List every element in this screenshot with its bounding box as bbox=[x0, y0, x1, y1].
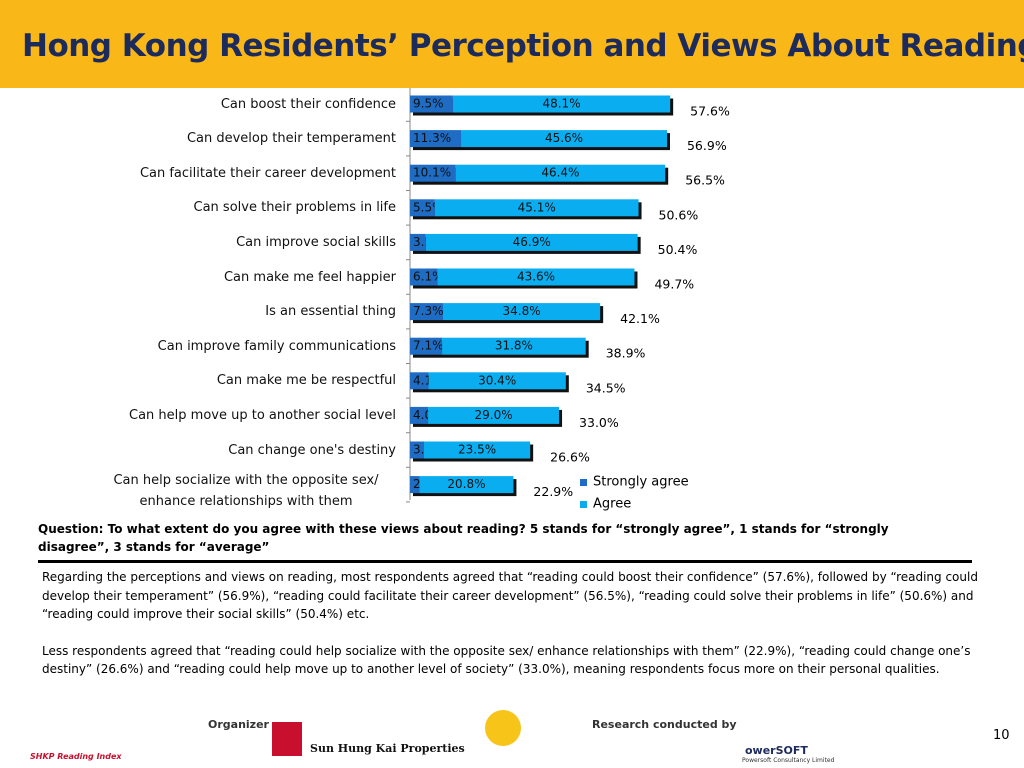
category-label: Can help socialize with the opposite sex… bbox=[113, 472, 379, 509]
bar-segment bbox=[410, 164, 456, 182]
value-label: 6.1% bbox=[413, 270, 444, 284]
index-name: SHKP Reading Index bbox=[30, 752, 122, 761]
value-label: 46.9% bbox=[513, 235, 551, 249]
bar-segment bbox=[410, 303, 443, 321]
value-label: 31.8% bbox=[495, 339, 533, 353]
bar-segment bbox=[410, 95, 453, 113]
value-label: 43.6% bbox=[517, 270, 555, 284]
category-label: Is an essential thing bbox=[265, 304, 396, 320]
bar-segment bbox=[452, 95, 671, 113]
bar-segment bbox=[410, 476, 420, 494]
bar-segment bbox=[425, 233, 638, 251]
value-label: 46.4% bbox=[541, 166, 579, 180]
total-label: 57.6% bbox=[690, 104, 730, 119]
event-logo bbox=[485, 710, 521, 746]
bar-segment bbox=[410, 199, 435, 217]
total-label: 42.1% bbox=[620, 311, 660, 326]
legend-swatch bbox=[580, 479, 587, 486]
bar-segment bbox=[434, 199, 639, 217]
category-label: Can develop their temperament bbox=[186, 131, 396, 147]
page-number: 10 bbox=[993, 728, 1010, 743]
bar-segment bbox=[410, 337, 443, 355]
bar-segment bbox=[428, 406, 560, 424]
value-label: 7.1% bbox=[413, 339, 444, 353]
category-label: Can help move up to another social level bbox=[129, 407, 396, 423]
value-label: 20.8% bbox=[447, 477, 485, 491]
bar-segment bbox=[461, 130, 667, 148]
bar-segment bbox=[442, 303, 601, 321]
summary-paragraph: Regarding the perceptions and views on r… bbox=[42, 570, 978, 621]
legend-label: Strongly agree bbox=[593, 475, 689, 490]
bar-segment bbox=[419, 476, 514, 494]
category-label: Can make me feel happier bbox=[223, 269, 396, 285]
total-label: 50.6% bbox=[659, 207, 699, 222]
bar-segment bbox=[410, 233, 426, 251]
category-label: Can boost their confidence bbox=[220, 96, 396, 112]
total-label: 49.7% bbox=[654, 277, 694, 292]
total-label: 22.9% bbox=[533, 484, 573, 499]
category-label: Can improve social skills bbox=[236, 234, 396, 250]
legend-label: Agree bbox=[593, 497, 631, 512]
total-label: 34.5% bbox=[586, 380, 626, 395]
total-label: 26.6% bbox=[550, 450, 590, 465]
bar-segment bbox=[410, 441, 425, 459]
researcher-name: owerSOFT bbox=[745, 744, 808, 757]
category-label: Can facilitate their career development bbox=[139, 165, 396, 181]
bar-segment bbox=[437, 268, 635, 286]
research-label: Research conducted by bbox=[592, 718, 737, 731]
title: Hong Kong Residents’ Perception and View… bbox=[22, 28, 1024, 64]
bar-segment bbox=[410, 406, 429, 424]
category-label: Can solve their problems in life bbox=[193, 200, 396, 216]
value-label: 29.0% bbox=[474, 408, 512, 422]
value-label: 7.3% bbox=[413, 304, 444, 318]
legend-swatch bbox=[580, 501, 587, 508]
value-label: 11.3% bbox=[413, 131, 451, 145]
bar-segment bbox=[424, 441, 531, 459]
value-label: 45.6% bbox=[545, 131, 583, 145]
summary: Regarding the perceptions and views on r… bbox=[42, 568, 997, 697]
value-label: 9.5% bbox=[413, 97, 444, 111]
bar-segment bbox=[428, 372, 566, 390]
header-bar: Hong Kong Residents’ Perception and View… bbox=[0, 0, 1024, 88]
question: Question: To what extent do you agree wi… bbox=[38, 522, 889, 554]
company-name: Sun Hung Kai Properties bbox=[310, 742, 465, 755]
value-label: 34.8% bbox=[502, 304, 540, 318]
value-label: 48.1% bbox=[542, 97, 580, 111]
researcher-sub: Powersoft Consultancy Limited bbox=[742, 757, 835, 764]
value-label: 30.4% bbox=[478, 373, 516, 387]
total-label: 33.0% bbox=[579, 415, 619, 430]
category-label: Can improve family communications bbox=[157, 338, 396, 354]
category-label: Can change one's destiny bbox=[228, 442, 396, 458]
total-label: 56.5% bbox=[685, 173, 725, 188]
organizer-label: Organizer bbox=[208, 718, 269, 731]
bar-segment bbox=[410, 372, 429, 390]
value-label: 23.5% bbox=[458, 443, 496, 457]
bar-segment bbox=[442, 337, 586, 355]
total-label: 38.9% bbox=[606, 346, 646, 361]
category-label: Can make me be respectful bbox=[216, 373, 396, 389]
total-label: 50.4% bbox=[658, 242, 698, 257]
total-label: 56.9% bbox=[687, 138, 727, 153]
bar-segment bbox=[455, 164, 666, 182]
bar-segment bbox=[410, 268, 438, 286]
value-label: 10.1% bbox=[413, 166, 451, 180]
summary-paragraph: Less respondents agreed that “reading co… bbox=[42, 643, 971, 677]
value-label: 45.1% bbox=[518, 200, 556, 214]
bar-segment bbox=[410, 130, 462, 148]
divider bbox=[38, 560, 972, 563]
company-logo bbox=[272, 722, 302, 756]
